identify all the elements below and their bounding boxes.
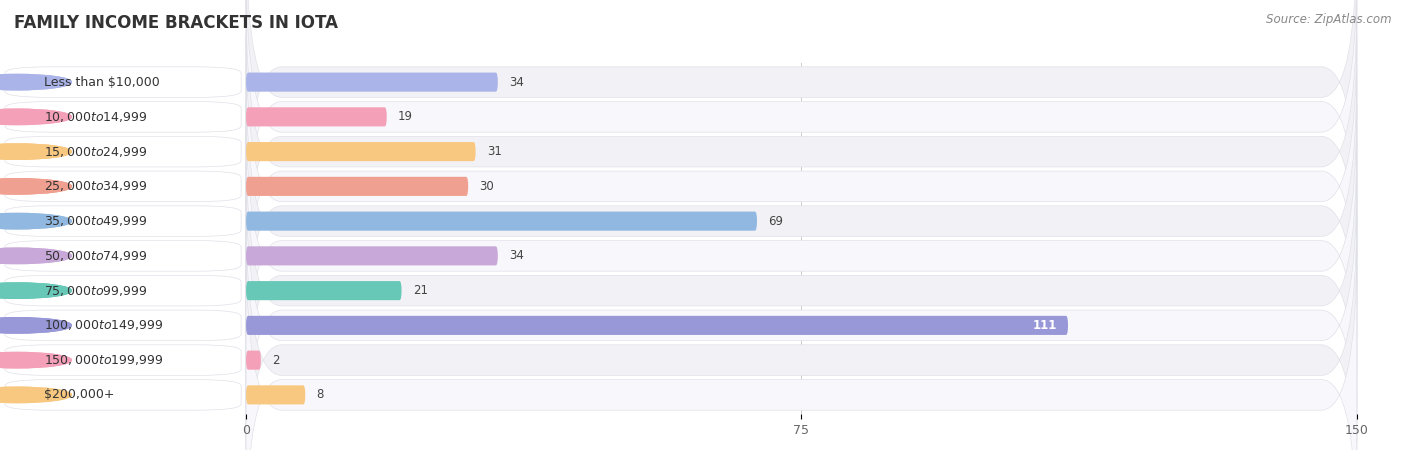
FancyBboxPatch shape bbox=[246, 107, 387, 126]
Circle shape bbox=[0, 248, 72, 264]
Text: Less than $10,000: Less than $10,000 bbox=[45, 76, 160, 89]
FancyBboxPatch shape bbox=[246, 0, 1357, 268]
Text: 21: 21 bbox=[413, 284, 427, 297]
FancyBboxPatch shape bbox=[4, 136, 242, 167]
FancyBboxPatch shape bbox=[246, 104, 1357, 407]
FancyBboxPatch shape bbox=[246, 212, 756, 231]
Circle shape bbox=[0, 109, 72, 125]
Circle shape bbox=[0, 213, 72, 229]
Text: 111: 111 bbox=[1032, 319, 1057, 332]
Text: $35,000 to $49,999: $35,000 to $49,999 bbox=[45, 214, 148, 228]
FancyBboxPatch shape bbox=[246, 72, 498, 92]
Text: 19: 19 bbox=[398, 110, 413, 123]
Circle shape bbox=[0, 387, 72, 403]
Text: 31: 31 bbox=[486, 145, 502, 158]
Text: Source: ZipAtlas.com: Source: ZipAtlas.com bbox=[1267, 14, 1392, 27]
Circle shape bbox=[0, 179, 72, 194]
FancyBboxPatch shape bbox=[4, 241, 242, 271]
Text: 34: 34 bbox=[509, 76, 524, 89]
FancyBboxPatch shape bbox=[246, 246, 498, 266]
Text: $200,000+: $200,000+ bbox=[45, 388, 115, 401]
FancyBboxPatch shape bbox=[4, 310, 242, 341]
Text: $150,000 to $199,999: $150,000 to $199,999 bbox=[45, 353, 163, 367]
FancyBboxPatch shape bbox=[4, 206, 242, 236]
Circle shape bbox=[0, 74, 72, 90]
FancyBboxPatch shape bbox=[4, 380, 242, 410]
Circle shape bbox=[0, 352, 72, 368]
Circle shape bbox=[0, 387, 72, 403]
FancyBboxPatch shape bbox=[4, 171, 242, 202]
Text: FAMILY INCOME BRACKETS IN IOTA: FAMILY INCOME BRACKETS IN IOTA bbox=[14, 14, 337, 32]
FancyBboxPatch shape bbox=[4, 345, 242, 375]
FancyBboxPatch shape bbox=[246, 351, 262, 370]
Circle shape bbox=[0, 248, 72, 264]
Circle shape bbox=[0, 74, 72, 90]
FancyBboxPatch shape bbox=[4, 102, 242, 132]
Text: 2: 2 bbox=[271, 354, 280, 367]
Text: 30: 30 bbox=[479, 180, 494, 193]
Circle shape bbox=[0, 144, 72, 159]
Text: $50,000 to $74,999: $50,000 to $74,999 bbox=[45, 249, 148, 263]
FancyBboxPatch shape bbox=[4, 67, 242, 97]
FancyBboxPatch shape bbox=[246, 35, 1357, 338]
FancyBboxPatch shape bbox=[246, 243, 1357, 450]
Text: $10,000 to $14,999: $10,000 to $14,999 bbox=[45, 110, 148, 124]
Text: $100,000 to $149,999: $100,000 to $149,999 bbox=[45, 319, 163, 333]
Circle shape bbox=[0, 179, 72, 194]
Text: $75,000 to $99,999: $75,000 to $99,999 bbox=[45, 284, 148, 297]
Circle shape bbox=[0, 283, 72, 298]
Circle shape bbox=[0, 318, 72, 333]
FancyBboxPatch shape bbox=[246, 70, 1357, 373]
FancyBboxPatch shape bbox=[246, 0, 1357, 234]
FancyBboxPatch shape bbox=[246, 177, 468, 196]
FancyBboxPatch shape bbox=[246, 0, 1357, 303]
Circle shape bbox=[0, 213, 72, 229]
FancyBboxPatch shape bbox=[246, 281, 402, 300]
FancyBboxPatch shape bbox=[246, 209, 1357, 450]
Text: 34: 34 bbox=[509, 249, 524, 262]
Circle shape bbox=[0, 283, 72, 298]
FancyBboxPatch shape bbox=[4, 275, 242, 306]
Text: $15,000 to $24,999: $15,000 to $24,999 bbox=[45, 144, 148, 158]
Circle shape bbox=[0, 352, 72, 368]
FancyBboxPatch shape bbox=[246, 385, 305, 405]
FancyBboxPatch shape bbox=[246, 142, 475, 161]
FancyBboxPatch shape bbox=[246, 316, 1069, 335]
Text: 8: 8 bbox=[316, 388, 323, 401]
Text: 69: 69 bbox=[768, 215, 783, 228]
Circle shape bbox=[0, 318, 72, 333]
FancyBboxPatch shape bbox=[246, 174, 1357, 450]
FancyBboxPatch shape bbox=[246, 139, 1357, 442]
Text: $25,000 to $34,999: $25,000 to $34,999 bbox=[45, 180, 148, 194]
Circle shape bbox=[0, 109, 72, 125]
Circle shape bbox=[0, 144, 72, 159]
